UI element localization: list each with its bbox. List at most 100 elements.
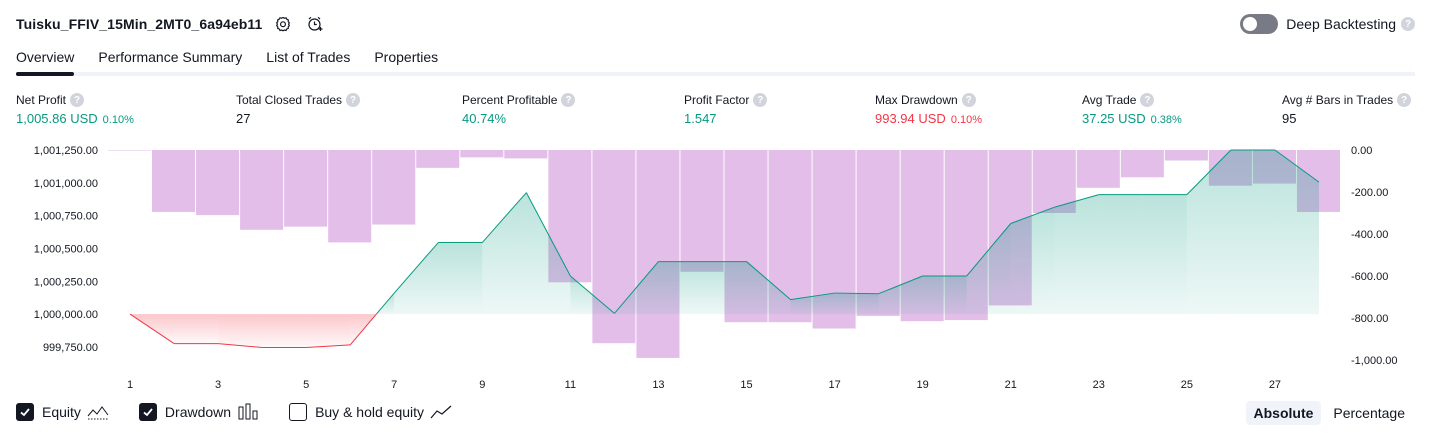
- tab-list-of-trades[interactable]: List of Trades: [266, 49, 351, 65]
- deep-backtesting-toggle[interactable]: [1240, 14, 1279, 34]
- x-axis-tick-label: 17: [828, 379, 840, 391]
- tab-overview[interactable]: Overview: [16, 44, 75, 76]
- x-axis-tick-label: 7: [391, 379, 397, 391]
- equity-profit-area: [834, 293, 879, 315]
- help-icon[interactable]: ?: [1401, 17, 1415, 31]
- drawdown-bar: [636, 150, 680, 358]
- left-axis-tick-label: 1,000,250.00: [34, 276, 98, 288]
- drawdown-bar: [240, 150, 284, 230]
- equity-loss-area: [306, 314, 351, 348]
- x-axis-tick-label: 27: [1269, 379, 1281, 391]
- legend: Equity Drawdown Buy & hold equity: [16, 403, 482, 421]
- help-icon[interactable]: ?: [561, 93, 576, 107]
- help-icon[interactable]: ?: [70, 93, 85, 107]
- drawdown-checkbox[interactable]: [138, 403, 157, 421]
- metrics-row: Net Profit? 1,005.86 USD 0.10% Total Clos…: [16, 93, 1415, 133]
- right-axis-tick-label: -600.00: [1351, 271, 1388, 283]
- x-axis-tick-label: 19: [917, 379, 929, 391]
- x-axis-tick-label: 3: [215, 379, 221, 391]
- metric-profit-factor: Profit Factor? 1.547: [684, 93, 768, 126]
- x-axis-tick-label: 1: [127, 379, 133, 391]
- mode-absolute-button[interactable]: Absolute: [1245, 401, 1322, 425]
- equity-profit-area: [658, 261, 703, 315]
- equity-line-segment: [966, 223, 1012, 277]
- equity-profit-area: [702, 261, 747, 315]
- drawdown-bar: [416, 150, 460, 168]
- help-icon[interactable]: ?: [961, 93, 976, 107]
- drawdown-bar: [1164, 150, 1208, 161]
- equity-loss-area: [218, 314, 263, 348]
- equity-line-segment: [306, 344, 351, 349]
- x-axis-tick-label: 11: [565, 379, 576, 391]
- equity-line-segment: [376, 292, 395, 315]
- metric-label: Percent Profitable: [462, 93, 558, 107]
- metric-value: 1.547: [684, 111, 717, 126]
- left-axis: 1,001,250.00 1,001,000.00 1,000,750.00 1,00…: [34, 145, 98, 354]
- right-axis-tick-label: -1,000.00: [1351, 355, 1397, 367]
- legend-equity[interactable]: Equity: [16, 403, 109, 421]
- legend-label: Buy & hold equity: [315, 404, 425, 420]
- equity-line-segment: [218, 343, 263, 349]
- left-axis-tick-label: 1,000,500.00: [34, 243, 98, 255]
- drawdown-bar: [1120, 150, 1164, 178]
- x-axis-tick-label: 5: [303, 379, 309, 391]
- equity-line-segment: [129, 313, 175, 345]
- strategy-name: Tuisku_FFIV_15Min_2MT0_6a94eb11: [16, 16, 263, 32]
- help-icon[interactable]: ?: [346, 93, 361, 107]
- x-axis-tick-label: 15: [740, 379, 752, 391]
- metric-max-drawdown: Max Drawdown? 993.94 USD 0.10%: [875, 93, 982, 126]
- buy-hold-checkbox[interactable]: [289, 403, 308, 421]
- drawdown-bar: [328, 150, 372, 243]
- gear-icon[interactable]: [272, 13, 294, 35]
- equity-profit-area: [1142, 194, 1187, 315]
- alarm-clock-plus-icon[interactable]: [304, 13, 326, 35]
- equity-line-segment: [1274, 149, 1320, 183]
- metric-value: 993.94 USD: [875, 111, 946, 126]
- metric-net-profit: Net Profit? 1,005.86 USD 0.10%: [16, 93, 134, 126]
- equity-line-segment: [790, 292, 835, 301]
- tab-properties[interactable]: Properties: [374, 49, 439, 65]
- left-axis-tick-label: 1,001,250.00: [34, 145, 98, 157]
- deep-backtesting-label: Deep Backtesting: [1286, 16, 1396, 32]
- metric-label: Max Drawdown: [875, 93, 958, 107]
- right-axis-tick-label: -800.00: [1351, 313, 1388, 325]
- legend-label: Drawdown: [164, 404, 232, 420]
- equity-profit-area: [1098, 194, 1143, 315]
- area-line-icon: [87, 406, 109, 420]
- metric-label: Net Profit: [16, 93, 67, 107]
- metric-avg-bars-in-trades: Avg # Bars in Trades? 95: [1282, 93, 1412, 126]
- legend-label: Equity: [42, 404, 81, 420]
- bar-chart-icon: [238, 403, 258, 420]
- drawdown-bar: [460, 150, 504, 158]
- equity-checkbox[interactable]: [16, 403, 34, 421]
- equity-line-segment: [481, 192, 527, 243]
- drawdown-bar: [592, 150, 636, 344]
- metric-percent: 0.10%: [950, 114, 983, 126]
- legend-drawdown[interactable]: Drawdown: [138, 403, 259, 421]
- tab-bar: Overview Performance Summary List of Tra…: [16, 44, 1415, 76]
- metric-percent: 0.10%: [102, 114, 134, 126]
- equity-line-segment: [746, 261, 791, 301]
- equity-loss-area: [174, 314, 219, 344]
- help-icon[interactable]: ?: [1140, 93, 1155, 107]
- legend-buy-hold[interactable]: Buy & hold equity: [289, 403, 452, 421]
- drawdown-bar: [196, 150, 240, 216]
- metric-label: Profit Factor: [684, 93, 750, 107]
- mode-percentage-button[interactable]: Percentage: [1333, 405, 1405, 421]
- metric-percent: 0.38%: [1150, 114, 1182, 126]
- metric-label: Avg Trade: [1082, 93, 1137, 107]
- metric-label: Avg # Bars in Trades: [1282, 93, 1394, 107]
- help-icon[interactable]: ?: [753, 93, 768, 107]
- drawdown-bar: [504, 150, 548, 159]
- metric-avg-trade: Avg Trade? 37.25 USD 0.38%: [1082, 93, 1182, 126]
- tab-performance-summary[interactable]: Performance Summary: [98, 49, 243, 65]
- drawdown-bar: [284, 150, 328, 227]
- equity-drawdown-chart[interactable]: 1,001,250.00 1,001,000.00 1,000,750.00 1,00…: [0, 140, 1431, 395]
- right-axis-tick-label: 0.00: [1351, 145, 1372, 157]
- equity-line-segment: [349, 313, 377, 346]
- help-icon[interactable]: ?: [1397, 93, 1412, 107]
- right-axis-tick-label: -400.00: [1351, 229, 1388, 241]
- equity-line-segment: [1010, 206, 1055, 224]
- equity-profit-area: [482, 192, 527, 315]
- x-axis-tick-label: 21: [1005, 379, 1017, 391]
